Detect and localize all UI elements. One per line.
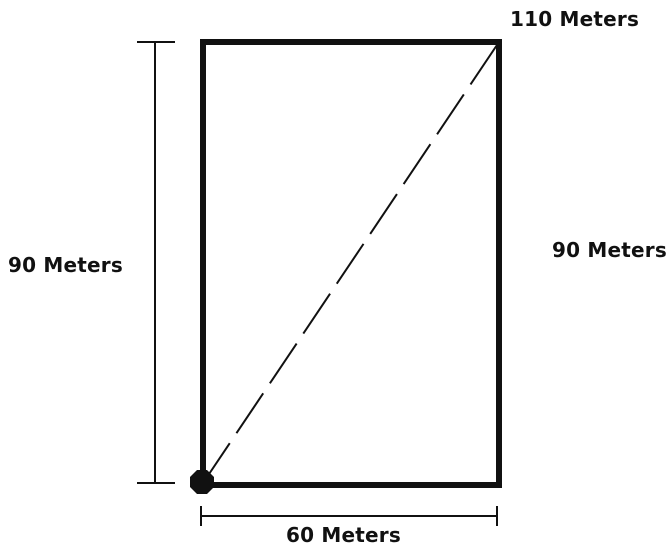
- field-rectangle: [200, 39, 502, 488]
- width-label: 60 Meters: [286, 523, 401, 547]
- diagonal-length-label: 110 Meters: [510, 7, 640, 31]
- left-height-label: 90 Meters: [8, 253, 123, 277]
- start-point-marker: [190, 470, 214, 494]
- right-height-label: 90 Meters: [552, 238, 667, 262]
- diagonal-dashed-line: [202, 44, 498, 484]
